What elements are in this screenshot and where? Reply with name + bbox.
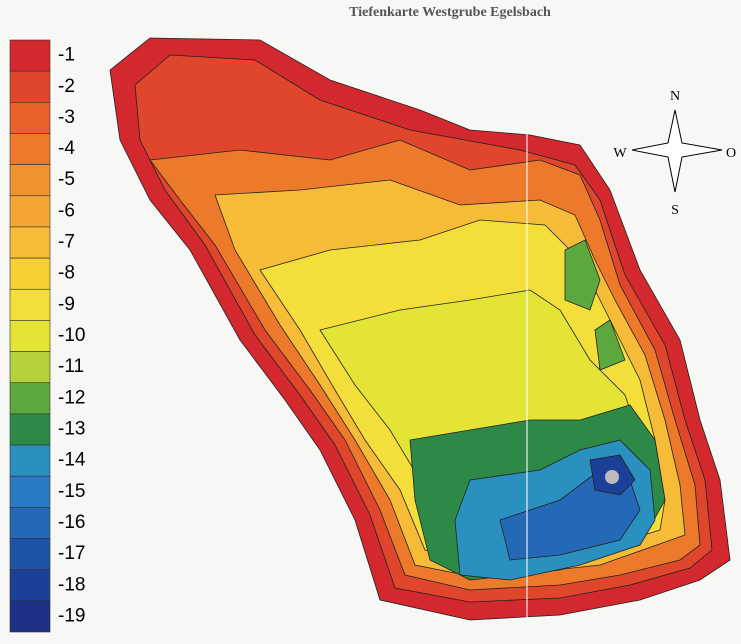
legend-swatch [9,569,51,602]
legend-swatch [9,413,51,446]
legend-label: -13 [58,418,85,439]
legend-label: -9 [58,294,75,315]
legend-swatch [9,600,51,633]
compass-west: W [613,146,627,161]
title: Tiefenkarte Westgrube Egelsbach [349,5,551,20]
legend-swatch [9,444,51,477]
legend-swatch [9,507,51,539]
legend-label: -8 [58,263,75,284]
legend-swatch [9,257,51,290]
compass-north: N [670,89,680,104]
legend-swatch [9,475,51,508]
legend-label: -11 [58,356,84,377]
legend-swatch [9,102,51,134]
legend-swatch [9,351,51,384]
legend: -1 -2 -3 -4 -5 -6 -7 -8 -9 -10 -11 -12 -13 -14 -15 -16 -… [9,39,86,633]
legend-label: -16 [58,512,85,533]
legend-label: -7 [58,232,75,253]
legend-label: -10 [58,325,85,346]
legend-swatch [9,70,51,103]
legend-swatch [9,226,51,259]
compass-east: O [726,146,736,161]
legend-swatch [9,382,51,415]
deepest-point [605,470,619,484]
legend-label: -17 [58,543,85,564]
legend-label: -2 [58,76,75,97]
compass: N O S W [613,89,736,218]
legend-label: -18 [58,574,85,595]
legend-swatch [9,39,51,72]
legend-swatch [9,538,51,570]
legend-label: -12 [58,387,85,408]
legend-label: -4 [58,138,75,159]
legend-label: -14 [58,450,86,471]
legend-label: -15 [58,481,85,502]
legend-label: -1 [58,45,75,66]
legend-swatch [9,288,51,321]
legend-label: -5 [58,169,75,190]
legend-swatch [9,133,51,165]
legend-label: -6 [58,200,75,221]
legend-swatch [9,164,51,197]
legend-label: -3 [58,107,75,128]
depth-map [109,37,731,621]
legend-label: -19 [58,605,85,626]
legend-swatch [9,320,51,352]
compass-south: S [671,203,679,218]
legend-swatch [9,195,51,228]
